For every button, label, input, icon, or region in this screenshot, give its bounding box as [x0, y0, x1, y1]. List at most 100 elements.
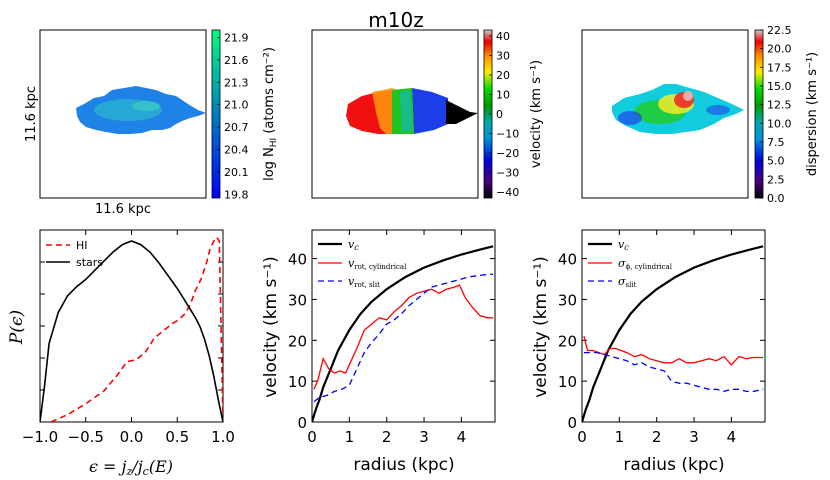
colorbar-tick-label: 15.0	[767, 80, 792, 93]
xlabel-subscript-c: c	[143, 465, 149, 478]
dispersion-xlabel: radius (kpc)	[623, 455, 724, 475]
circularity-plot: −1.0 −0.5 0.0 0.5 1.0 HI stars P(ϵ) ϵ = jz/j…	[7, 229, 235, 478]
colorbar-tick-label: 30	[496, 49, 510, 62]
x-tick-label: 3	[689, 428, 699, 446]
y-tick-label: 20	[288, 332, 307, 350]
xlabel-epsilon: ϵ = j	[89, 457, 127, 476]
rotation-plot-frame	[311, 229, 496, 423]
colorbar-tick-label: 0.0	[767, 192, 785, 205]
legend-vc-subscript: c	[354, 243, 359, 252]
colorbar-tick-label: 21.3	[224, 76, 249, 89]
y-tick-label: 20	[558, 332, 577, 350]
colorbar-tick-label: 0	[496, 108, 503, 121]
legend-sigma-slit-subscript: slit	[626, 281, 637, 289]
rotation-vrot-slit-line	[313, 273, 494, 403]
xlabel-slash-j: /j	[130, 457, 142, 476]
colorbar-tick-label: 21.0	[224, 99, 249, 112]
dispersion-legend: vc σϕ, cylindrical σslit	[588, 238, 673, 289]
rotation-ylabel: velocity (km s⁻¹)	[261, 256, 281, 398]
dispersion-ylabel: velocity (km s⁻¹)	[531, 256, 551, 398]
legend-vrot-slit-label: vrot, slit	[348, 275, 380, 289]
colorbar-tick-label: 20.7	[224, 121, 249, 134]
dispersion-blue-region-east	[706, 105, 730, 115]
xlabel-subscript-z: z	[126, 465, 133, 478]
y-tick-label: 10	[558, 373, 577, 391]
xlabel-energy: (E)	[149, 457, 173, 476]
colorbar-tick-label: 20.0	[767, 43, 792, 56]
x-tick-label: −0.5	[68, 428, 104, 446]
colorbar-dispersion	[754, 29, 764, 199]
legend-vrot-cyl-subscript: rot, cylindrical	[354, 263, 407, 271]
legend-vrot-cyl-label: vrot, cylindrical	[348, 257, 407, 271]
colorbar-tick-label: 10	[496, 88, 510, 101]
legend-sigma-cyl-label: σϕ, cylindrical	[618, 257, 673, 271]
y-tick-label: 0	[567, 414, 577, 432]
legend-stars-label: stars	[76, 256, 103, 269]
x-tick-label: 2	[382, 428, 392, 446]
y-tick-label: 0	[297, 414, 307, 432]
x-tick-label: 3	[419, 428, 429, 446]
colorbar-tick-label: 22.5	[767, 24, 792, 37]
colorbar-tick-label: −10	[496, 128, 519, 141]
dispersion-panel: 22.5 20.0 17.5 15.0 12.5 10.0 7.5 5.0 2.5 0.0 dis…	[581, 24, 820, 205]
colorbar-column-density-label: log NHI (atoms cm⁻²)	[262, 47, 279, 181]
rotation-legend: vc vrot, cylindrical vrot, slit	[318, 238, 407, 289]
legend-hi-label: HI	[76, 239, 88, 252]
colorbar-tick-label: 21.9	[224, 31, 249, 44]
x-tick-label: 4	[457, 428, 467, 446]
rotation-vrot-cylindrical-line	[313, 284, 494, 390]
y-tick-label: 10	[288, 373, 307, 391]
x-tick-label: 1	[345, 428, 355, 446]
colorbar-dispersion-ticks: 22.5 20.0 17.5 15.0 12.5 10.0 7.5 5.0 2.5 0.0	[760, 24, 792, 205]
colorbar-label-unit: (atoms cm⁻²)	[262, 47, 277, 138]
dispersion-blue-region	[618, 111, 642, 125]
x-tick-label: 1	[615, 428, 625, 446]
colorbar-velocity-ticks: 40 30 20 10 0 −10 −20 −30 −40	[489, 30, 519, 199]
dispersion-plot-frame	[581, 229, 766, 423]
x-tick-label: −1.0	[22, 428, 58, 446]
colorbar-dispersion-label: dispersion (km s⁻¹)	[805, 52, 820, 176]
legend-vc-subscript-2: c	[624, 243, 629, 252]
velocity-panel: 40 30 20 10 0 −10 −20 −30 −40 velocity (km s⁻¹)	[311, 29, 544, 199]
x-tick-label: 2	[652, 428, 662, 446]
dispersion-sigma-slit-line	[583, 351, 764, 393]
colorbar-label-subscript-hi: HI	[269, 138, 279, 147]
velocity-galaxy-dark-side	[446, 100, 478, 124]
velocity-galaxy-blue-side	[412, 88, 448, 134]
velocity-galaxy-orange-side	[372, 88, 398, 134]
legend-vrot-slit-subscript: rot, slit	[354, 281, 380, 289]
x-tick-label: 0.0	[120, 428, 144, 446]
dispersion-sigma-cylindrical-line	[583, 336, 764, 366]
colorbar-tick-label: 17.5	[767, 61, 792, 74]
circularity-xlabel: ϵ = jz/jc(E)	[89, 457, 173, 478]
y-tick-label: 40	[558, 251, 577, 269]
colorbar-tick-label: 20.1	[224, 166, 249, 179]
colorbar-tick-label: −20	[496, 147, 519, 160]
circularity-hi-line	[50, 235, 223, 422]
circularity-ylabel: P(ϵ)	[7, 310, 27, 345]
legend-sigma-slit-label: σslit	[618, 275, 637, 289]
colorbar-tick-label: 10.0	[767, 117, 792, 130]
colorbar-tick-label: −40	[496, 186, 519, 199]
colorbar-column-density-ticks: 21.9 21.6 21.3 21.0 20.7 20.4 20.1 19.8	[217, 31, 249, 201]
colorbar-tick-label: 21.6	[224, 54, 249, 67]
x-tick-label: 0.5	[165, 428, 189, 446]
column-density-panel: 21.9 21.6 21.3 21.0 20.7 20.4 20.1 19.8 log NHI…	[24, 29, 279, 217]
circularity-plot-frame	[39, 229, 224, 423]
colorbar-label-log-n: log N	[262, 147, 277, 181]
rotation-vc-line	[312, 245, 494, 422]
colorbar-tick-label: −30	[496, 167, 519, 180]
colorbar-tick-label: 12.5	[767, 99, 792, 112]
x-tick-label: 4	[727, 428, 737, 446]
column-density-dense-knot	[132, 101, 160, 111]
x-tick-label: 0	[577, 428, 587, 446]
colorbar-tick-label: 5.0	[767, 155, 785, 168]
circularity-legend: HI stars	[46, 239, 103, 269]
scale-x-label: 11.6 kpc	[95, 202, 151, 217]
colorbar-tick-label: 2.5	[767, 173, 785, 186]
